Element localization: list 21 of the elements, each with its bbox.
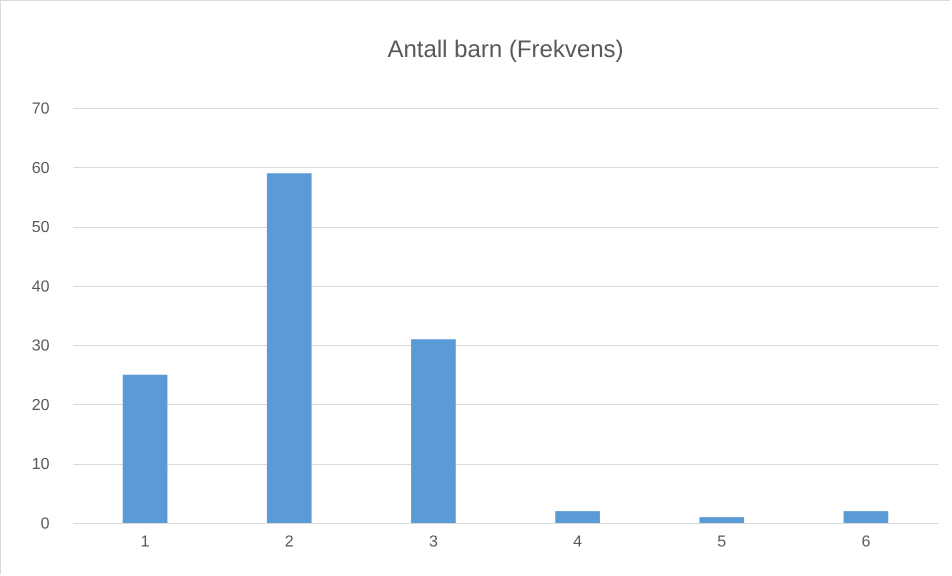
y-tick-label: 30 [32,338,50,355]
x-tick-label: 3 [428,534,438,550]
x-tick-label: 5 [717,534,726,550]
bar [844,511,888,523]
y-tick-label: 70 [32,100,50,118]
bar [555,511,600,523]
bar [699,517,744,523]
y-tick-label: 20 [32,396,50,414]
chart-title: Antall barn (Frekvens) [387,36,624,63]
y-tick-label: 10 [32,456,50,474]
bar [122,374,168,523]
x-tick-label: 2 [284,534,294,550]
y-tick-label: 40 [32,278,50,296]
y-tick-label: 60 [32,160,50,177]
bar [266,173,312,523]
x-tick-label: 4 [573,534,582,550]
y-tick-label: 0 [40,516,50,532]
y-tick-label: 50 [32,219,50,236]
x-tick-label: 6 [861,534,870,550]
bar [411,339,456,523]
x-tick-label: 1 [140,534,150,550]
